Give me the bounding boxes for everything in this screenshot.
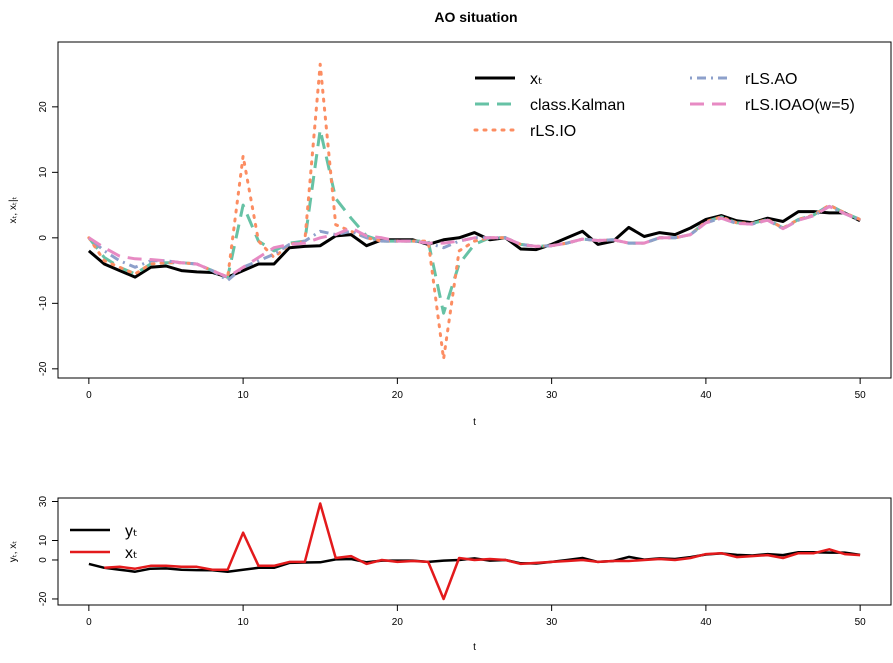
x-tick-label: 40 <box>700 390 712 401</box>
x-tick-label: 10 <box>238 617 250 628</box>
y-axis-label: xₜ, xₜ|ₜ <box>8 196 19 223</box>
y-tick-label: 10 <box>38 534 49 546</box>
y-tick-label: -10 <box>38 296 49 311</box>
plot-frame <box>57 41 892 379</box>
y-tick-label: 0 <box>38 557 49 563</box>
y-tick-label: -20 <box>38 591 49 606</box>
x-tick-label: 0 <box>86 617 92 628</box>
x-tick-label: 20 <box>392 617 404 628</box>
x-tick-label: 30 <box>546 617 558 628</box>
legend-label: xₜ <box>530 71 543 88</box>
x-tick-label: 10 <box>238 390 250 401</box>
y-tick-label: 30 <box>38 496 49 508</box>
x-tick-label: 40 <box>700 617 712 628</box>
legend-label: class.Kalman <box>530 97 625 114</box>
x-tick-label: 30 <box>546 390 558 401</box>
legend-label: rLS.AO <box>745 71 797 88</box>
x-tick-label: 50 <box>855 390 867 401</box>
x-tick-label: 0 <box>86 390 92 401</box>
series-line <box>88 204 861 279</box>
series-line <box>104 502 861 601</box>
series-line <box>87 62 862 361</box>
legend-label: rLS.IO <box>530 123 576 140</box>
plot-frame <box>57 497 892 606</box>
x-tick-label: 50 <box>855 617 867 628</box>
series-line <box>87 204 861 282</box>
x-axis-label: t <box>473 417 476 428</box>
y-tick-label: 10 <box>38 166 49 178</box>
x-axis-label: t <box>473 642 476 653</box>
legend-label: xₜ <box>125 545 138 562</box>
y-axis-label: yₜ, xₜ <box>8 541 19 563</box>
x-tick-label: 20 <box>392 390 404 401</box>
legend-label: rLS.IOAO(w=5) <box>745 97 855 114</box>
y-tick-label: -20 <box>38 361 49 376</box>
legend-label: yₜ <box>125 523 138 540</box>
chart-title: AO situation <box>434 9 517 25</box>
y-tick-label: 20 <box>38 101 49 113</box>
y-tick-label: 0 <box>38 235 49 241</box>
